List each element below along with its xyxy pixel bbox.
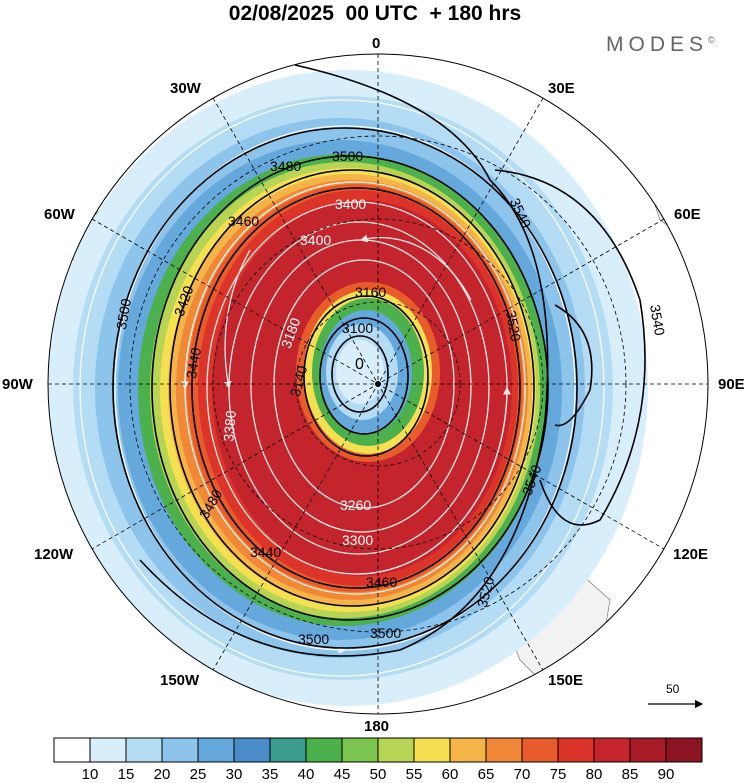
copyright-mark: © xyxy=(708,35,715,45)
colorbar-swatch xyxy=(521,737,559,763)
colorbar-swatch xyxy=(485,737,523,763)
colorbar-tick-label: 45 xyxy=(333,766,351,783)
lon-label-30w: 30W xyxy=(170,80,201,97)
contour-label: 3460 xyxy=(228,213,260,229)
colorbar-swatch xyxy=(629,737,667,763)
colorbar-tick-label: 50 xyxy=(369,766,387,783)
wind-inner-10 xyxy=(336,340,384,404)
lon-label-180: 180 xyxy=(364,718,390,735)
contour-label: 3380 xyxy=(220,409,239,443)
contour-label: 3300 xyxy=(342,532,374,548)
map-border xyxy=(47,53,709,715)
colorbar-swatch xyxy=(413,737,451,763)
lon-label-60e: 60E xyxy=(674,206,701,223)
colorbar-tick-label: 35 xyxy=(261,766,279,783)
contour-label: 3440 xyxy=(250,544,282,560)
reference-arrow-icon xyxy=(648,699,704,709)
colorbar-tick-label: 90 xyxy=(657,766,675,783)
colorbar-swatch xyxy=(665,737,703,763)
contour-label: 3400 xyxy=(300,232,332,248)
colorbar-tick-label: 80 xyxy=(585,766,603,783)
colorbar-swatch xyxy=(197,737,235,763)
contour-label: 3460 xyxy=(366,574,398,590)
contour-label: 3400 xyxy=(335,196,367,212)
lon-label-150w: 150W xyxy=(160,672,200,689)
colorbar-tick-label: 25 xyxy=(189,766,207,783)
lon-label-120e: 120E xyxy=(673,546,709,563)
contour-label: 3260 xyxy=(340,497,372,513)
lon-label-90e: 90E xyxy=(718,376,745,393)
colorbar-swatch xyxy=(305,737,343,763)
colorbar-swatch xyxy=(341,737,379,763)
colorbar-swatch xyxy=(269,737,307,763)
colorbar xyxy=(53,737,703,763)
wind-vector-reference-label: 50 xyxy=(666,682,680,696)
contour-label: 3480 xyxy=(270,158,302,174)
colorbar-swatch xyxy=(449,737,487,763)
colorbar-swatch xyxy=(89,737,127,763)
colorbar-swatch xyxy=(557,737,595,763)
contour-label: 3500 xyxy=(370,625,402,641)
wind-vector-reference: 50 xyxy=(646,682,706,722)
lon-label-30e: 30E xyxy=(548,80,575,97)
colorbar-swatch xyxy=(125,737,163,763)
contour-label: 3500 xyxy=(298,631,330,647)
colorbar-tick-label: 15 xyxy=(117,766,135,783)
brand-name: MODES xyxy=(606,33,709,56)
colorbar-tick-label: 55 xyxy=(405,766,423,783)
chart-title: 02/08/2025 00 UTC + 180 hrs xyxy=(228,2,522,25)
pole-marker xyxy=(375,381,381,387)
colorbar-swatch xyxy=(377,737,415,763)
colorbar-tick-label: 70 xyxy=(513,766,531,783)
lon-label-120w: 120W xyxy=(34,546,74,563)
low-center-label: 0 xyxy=(355,356,364,373)
colorbar-swatch xyxy=(593,737,631,763)
colorbar-tick-label: 60 xyxy=(441,766,459,783)
contour-label: 3100 xyxy=(342,320,374,336)
colorbar-tick-label: 65 xyxy=(477,766,495,783)
contour-label: 3160 xyxy=(355,284,387,300)
colorbar-swatch xyxy=(161,737,199,763)
colorbar-tick-label: 40 xyxy=(297,766,315,783)
colorbar-tick-label: 20 xyxy=(153,766,171,783)
lon-label-0: 0 xyxy=(372,35,381,52)
colorbar-tick-label: 85 xyxy=(621,766,639,783)
lon-label-150e: 150E xyxy=(548,672,584,689)
height-contours xyxy=(112,64,646,657)
colorbar-swatch xyxy=(53,737,91,763)
colorbar-tick-label: 10 xyxy=(81,766,99,783)
map-disk xyxy=(48,54,708,714)
lon-label-90w: 90W xyxy=(2,376,33,393)
brand-logo: MODES© xyxy=(606,33,715,57)
contour-label: 3500 xyxy=(332,148,364,164)
colorbar-tick-label: 30 xyxy=(225,766,243,783)
colorbar-tick-label: 75 xyxy=(549,766,567,783)
colorbar-swatch xyxy=(233,737,271,763)
lon-label-60w: 60W xyxy=(44,206,75,223)
